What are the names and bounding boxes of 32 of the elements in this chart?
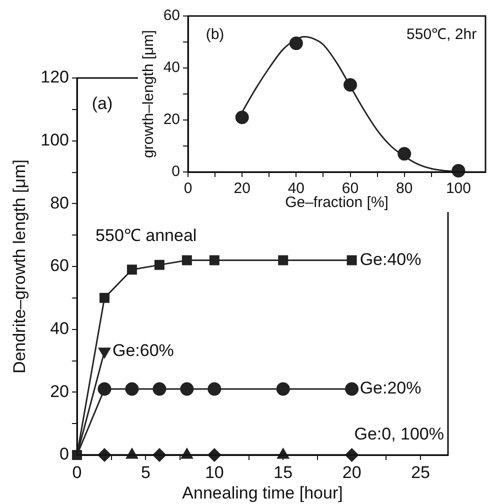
y-tick-label: 100 [40,130,69,150]
x-tick-label: 5 [140,462,150,482]
annotation: 550℃, 2hr [406,26,477,43]
x-axis-title: Annealing time [hour] [182,483,343,502]
series-label: Ge:20% [360,378,422,398]
x-tick-label: 0 [72,462,82,482]
y-tick-label: 40 [50,319,69,338]
y-tick-label: 0 [60,444,69,464]
x-tick-label: 15 [274,462,293,482]
annotation: 550℃ anneal [96,226,197,246]
y-tick-label: 80 [50,193,69,212]
y-tick-label: 120 [40,68,69,87]
x-tick-label: 10 [204,462,224,482]
y-tick-label: 20 [50,382,69,401]
x-tick-label: 0 [184,180,192,198]
y-tick-label: 60 [50,256,69,276]
y-axis-title: Dendrite–growth length [μm] [10,160,29,374]
y-tick-label: 60 [163,7,180,24]
annotation: (a) [92,94,113,114]
y-tick-label: 40 [163,59,180,76]
series-label: Ge:60% [112,341,174,360]
x-tick-label: 100 [446,180,471,198]
y-tick-label: 20 [163,111,180,128]
series-label: Ge:0, 100% [354,424,444,444]
y-tick-label: 0 [172,163,180,180]
x-tick-label: 25 [411,462,430,482]
series-label: Ge:40% [360,250,422,269]
y-axis-title: growth–length [μm] [140,30,158,158]
x-tick-label: 80 [396,180,413,198]
annotation: (b) [206,26,224,43]
x-tick-label: 20 [234,180,250,198]
x-tick-label: 20 [342,462,362,482]
